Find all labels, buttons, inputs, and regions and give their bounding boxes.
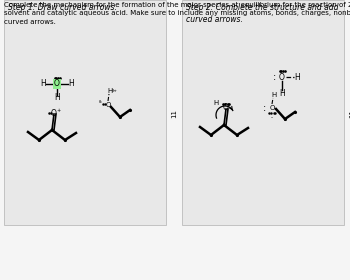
- Text: O: O: [54, 80, 60, 88]
- Text: O: O: [223, 104, 229, 113]
- Text: H: H: [271, 92, 276, 98]
- Text: H: H: [40, 80, 46, 88]
- Text: H: H: [214, 100, 219, 106]
- Text: H: H: [54, 94, 60, 102]
- Text: O: O: [279, 73, 285, 81]
- Text: O: O: [51, 109, 57, 118]
- Text: Step 1: Draw curved arrows.: Step 1: Draw curved arrows.: [8, 3, 117, 12]
- Text: Complete the mechanism for the formation of the major species at equilibrium for: Complete the mechanism for the formation…: [4, 2, 350, 25]
- Text: H: H: [279, 90, 285, 99]
- Text: 11: 11: [349, 109, 350, 118]
- Text: H: H: [294, 73, 300, 81]
- Text: +: +: [57, 109, 61, 113]
- Text: :: :: [273, 72, 276, 82]
- Text: O: O: [105, 102, 111, 108]
- Text: O: O: [269, 105, 275, 111]
- Text: :: :: [263, 103, 267, 113]
- Text: 11: 11: [171, 109, 177, 118]
- Text: Step 2: Complete the structure and add
curved arrows.: Step 2: Complete the structure and add c…: [186, 3, 338, 24]
- Text: H: H: [107, 88, 113, 94]
- FancyBboxPatch shape: [4, 0, 166, 225]
- Text: δ+: δ+: [112, 89, 118, 93]
- Text: δ-: δ-: [99, 100, 103, 104]
- FancyBboxPatch shape: [182, 0, 344, 225]
- Text: H: H: [68, 80, 74, 88]
- Text: ..: ..: [271, 115, 273, 120]
